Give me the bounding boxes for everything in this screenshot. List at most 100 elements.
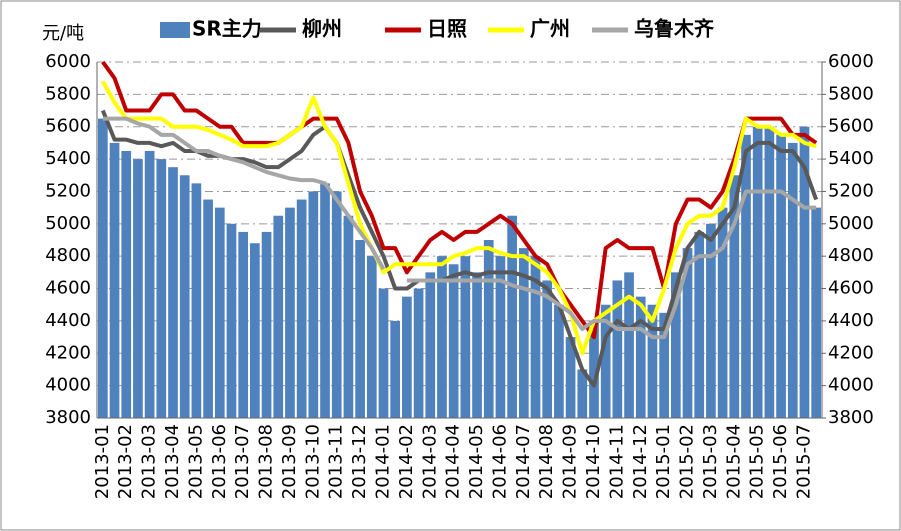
y-tick-label: 4800: [45, 245, 91, 266]
bar: [776, 134, 786, 418]
bar: [448, 264, 459, 418]
bar: [542, 280, 553, 418]
bar: [261, 231, 272, 418]
x-tick-label: 2013-01: [92, 424, 113, 499]
y-tick-label: 4000: [45, 375, 91, 396]
x-tick-label: 2014-06: [489, 424, 510, 499]
y-tick-label: 5800: [45, 83, 91, 104]
bar: [565, 337, 576, 418]
bar: [285, 207, 295, 418]
bar: [320, 183, 330, 418]
bar: [437, 256, 447, 418]
y-tick-label: 4400: [45, 310, 91, 331]
bar: [624, 272, 634, 418]
y2-tick-label: 4600: [828, 278, 874, 299]
y-tick-label: 5600: [45, 116, 91, 137]
x-tick-label: 2015-05: [747, 424, 768, 499]
x-tick-label: 2015-06: [770, 424, 791, 499]
bar: [413, 288, 424, 418]
bar: [144, 151, 155, 418]
x-tick-label: 2014-03: [419, 424, 440, 499]
x-tick-label: 2014-12: [630, 424, 651, 499]
x-tick-label: 2015-02: [677, 424, 698, 499]
y-tick-label: 5000: [45, 213, 91, 234]
y2-tick-label: 5400: [828, 148, 874, 169]
y-tick-label: 5400: [45, 148, 91, 169]
bar: [250, 243, 260, 418]
bar: [600, 304, 611, 418]
legend-label: 乌鲁木齐: [634, 17, 715, 41]
y2-tick-label: 5200: [828, 180, 874, 201]
line: [101, 60, 818, 340]
x-tick-label: 2013-07: [232, 424, 253, 499]
legend-label: 日照: [427, 17, 467, 41]
x-tick-label: 2014-10: [583, 424, 604, 499]
y2-tick-label: 4200: [828, 342, 874, 363]
x-tick-label: 2014-09: [560, 424, 581, 499]
bar: [203, 199, 213, 418]
x-tick-label: 2013-03: [139, 424, 160, 499]
bar: [799, 126, 810, 419]
x-tick-label: 2015-01: [653, 424, 674, 499]
x-tick-label: 2014-11: [606, 424, 627, 499]
x-tick-label: 2014-08: [536, 424, 557, 499]
bar: [460, 256, 471, 418]
bar: [764, 126, 775, 419]
legend-label: 柳州: [302, 17, 342, 41]
x-tick-label: 2013-02: [115, 424, 136, 499]
bar: [694, 231, 705, 418]
bar: [425, 272, 436, 418]
bar: [518, 248, 529, 418]
line: [102, 116, 817, 340]
bar: [378, 288, 389, 418]
y2-tick-label: 5800: [828, 83, 874, 104]
bar: [530, 256, 541, 418]
y-axis-label: 元/吨: [42, 23, 84, 44]
bar: [296, 199, 307, 418]
x-tick-label: 2013-12: [349, 424, 370, 499]
x-tick-label: 2013-05: [185, 424, 206, 499]
x-tick-label: 2014-02: [396, 424, 417, 499]
y2-tick-label: 4800: [828, 245, 874, 266]
bar: [717, 207, 728, 418]
x-tick-label: 2014-05: [466, 424, 487, 499]
x-tick-label: 2014-01: [372, 424, 393, 499]
bar: [495, 256, 506, 418]
x-tick-label: 2013-08: [256, 424, 277, 499]
x-tick-label: 2013-09: [279, 424, 300, 499]
line: [101, 80, 817, 356]
bar: [343, 215, 354, 418]
y-tick-label: 6000: [45, 51, 91, 72]
y2-tick-label: 6000: [828, 51, 874, 72]
bar: [729, 175, 740, 418]
x-tick-label: 2013-11: [326, 424, 347, 499]
y-tick-label: 3800: [45, 407, 91, 428]
bar: [787, 142, 798, 418]
x-tick-label: 2015-07: [793, 424, 814, 499]
bar: [238, 231, 249, 418]
bar: [507, 215, 517, 418]
bar: [133, 159, 143, 418]
bar: [273, 215, 284, 418]
bar: [121, 151, 132, 418]
x-tick-label: 2015-04: [723, 424, 744, 499]
y2-tick-label: 5600: [828, 116, 874, 137]
bar: [741, 134, 751, 418]
bar: [612, 280, 623, 418]
bar: [706, 223, 716, 418]
bar: [355, 240, 365, 418]
bar: [214, 207, 225, 418]
bar: [659, 312, 669, 418]
bar: [168, 167, 178, 418]
bar: [402, 296, 412, 418]
x-tick-label: 2014-07: [513, 424, 534, 499]
y2-tick-label: 5000: [828, 213, 874, 234]
y2-tick-label: 4400: [828, 310, 874, 331]
bar: [647, 304, 658, 418]
bar: [635, 296, 646, 418]
x-tick-label: 2014-04: [443, 424, 464, 499]
bar: [483, 240, 494, 418]
bar: [554, 304, 564, 418]
bar: [156, 159, 167, 418]
